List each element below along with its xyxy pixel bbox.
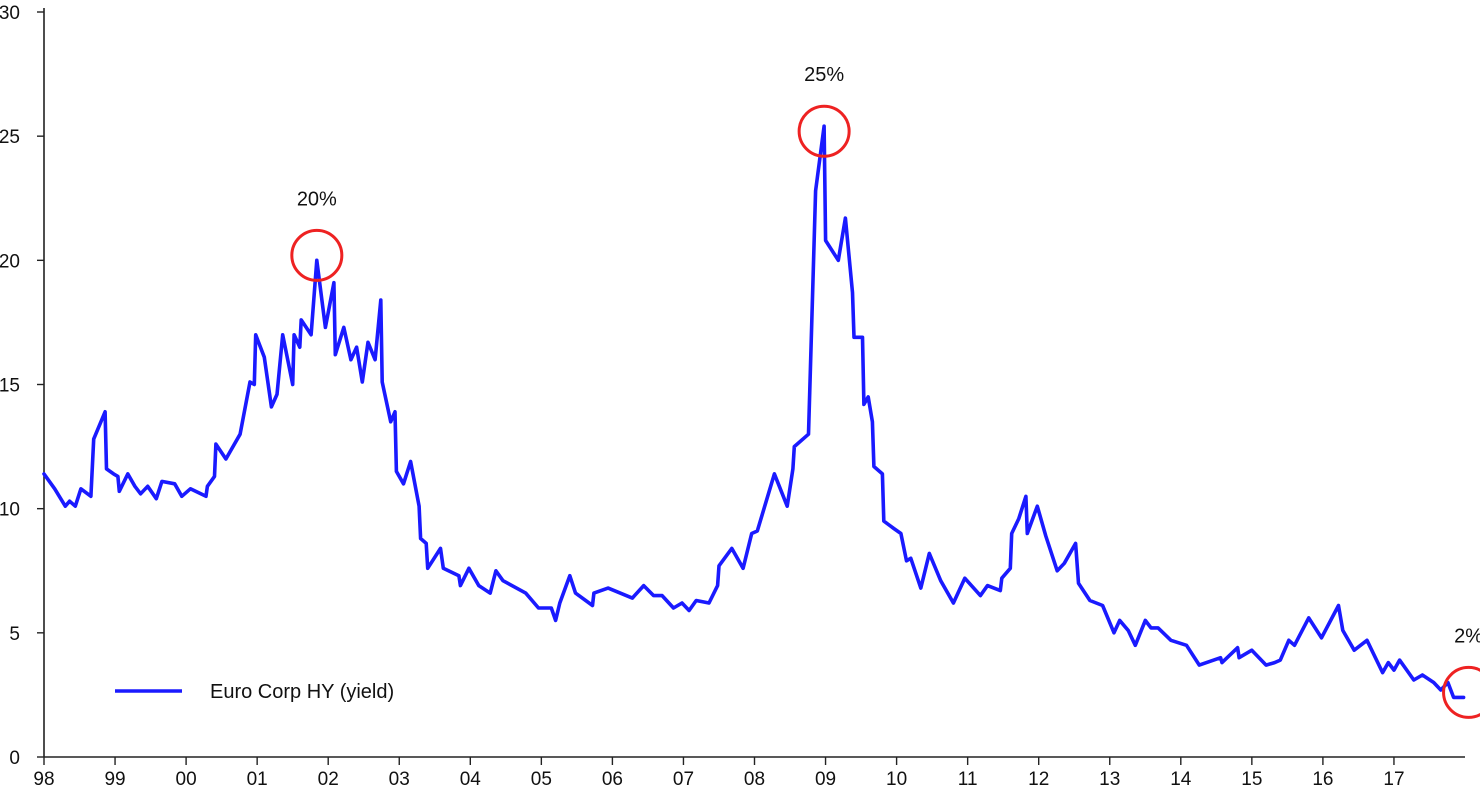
chart-axes: [43, 8, 1465, 758]
x-tick-label: 16: [1312, 769, 1333, 790]
annotations-group: 20% 25% 2%: [290, 64, 1480, 719]
x-tick-label: 01: [247, 769, 268, 790]
annotation-label: 25%: [804, 64, 844, 86]
x-tick-label: 03: [389, 769, 410, 790]
y-tick-label: 5: [9, 624, 20, 645]
x-tick-label: 17: [1383, 769, 1404, 790]
x-tick-label: 07: [673, 769, 694, 790]
x-tick-label: 02: [318, 769, 339, 790]
annotation-circle: [797, 104, 851, 158]
legend-label: Euro Corp HY (yield): [210, 681, 394, 703]
annotation-label: 20%: [297, 188, 337, 210]
y-tick-label: 15: [0, 376, 20, 397]
x-tick-label: 13: [1099, 769, 1120, 790]
chart-legend: Euro Corp HY (yield): [115, 681, 394, 703]
y-tick-label: 10: [0, 500, 20, 521]
x-axis-ticks: 98 99 00 01 02 03 04 05 06 07 08 09 10 11 12 13 14 15 16 17: [33, 757, 1405, 790]
annotation-circle: [290, 228, 344, 282]
y-tick-label: 20: [0, 251, 20, 272]
x-tick-label: 06: [602, 769, 623, 790]
x-tick-label: 14: [1170, 769, 1192, 790]
x-tick-label: 05: [531, 769, 552, 790]
y-tick-label: 30: [0, 3, 20, 24]
y-axis-ticks: 0 5 10 15 20 25 30: [0, 3, 44, 769]
x-tick-label: 98: [33, 769, 54, 790]
x-tick-label: 11: [958, 769, 978, 790]
y-tick-label: 25: [0, 127, 20, 148]
x-tick-label: 12: [1028, 769, 1049, 790]
x-tick-label: 00: [176, 769, 197, 790]
annotation-circle: [1442, 665, 1480, 719]
annotation-label: 2%: [1454, 625, 1480, 647]
series-line: [42, 124, 1466, 700]
series-group: [42, 124, 1466, 700]
x-tick-label: 04: [460, 769, 482, 790]
y-tick-label: 0: [9, 748, 20, 769]
x-tick-label: 99: [104, 769, 125, 790]
x-tick-label: 08: [744, 769, 765, 790]
x-tick-label: 15: [1241, 769, 1262, 790]
x-tick-label: 09: [815, 769, 836, 790]
x-tick-label: 10: [886, 769, 907, 790]
